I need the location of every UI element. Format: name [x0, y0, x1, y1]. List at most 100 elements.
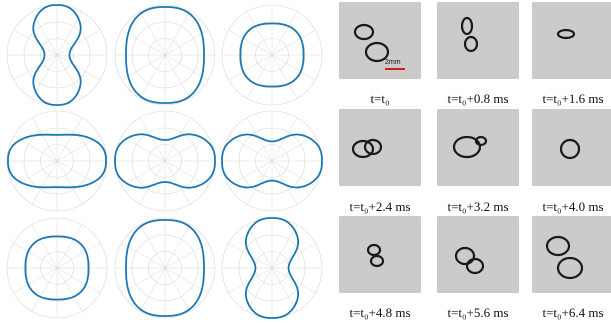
polar-grid-spoke: [271, 160, 316, 187]
polar-grid-spoke: [164, 11, 191, 56]
bubble: [351, 139, 375, 159]
time-caption: t=t₀: [370, 91, 390, 106]
polar-grid-spoke: [271, 160, 298, 205]
polar-grid-spoke: [56, 54, 101, 81]
polar-grid-spoke: [164, 267, 191, 312]
polar-grid-spoke: [31, 224, 58, 269]
polar-grid-spoke: [271, 267, 298, 312]
polar-shape-curve: [32, 4, 82, 106]
polar-grid-spoke: [246, 11, 273, 56]
polar-grid-spoke: [228, 29, 273, 56]
polar-grid-spoke: [164, 117, 191, 162]
polar-grid-spoke: [246, 117, 273, 162]
scale-bar-label: 2mm: [385, 59, 401, 66]
time-caption: t=t₀+4.0 ms: [542, 199, 604, 214]
polar-grid-spoke: [13, 267, 58, 294]
polar-grid-spoke: [246, 224, 273, 269]
bubble-photo: [437, 109, 519, 186]
bubble: [545, 235, 571, 257]
polar-grid-spoke: [13, 54, 58, 81]
polar-grid-spoke: [271, 135, 316, 162]
bubble: [366, 243, 382, 257]
polar-grid-spoke: [271, 54, 298, 99]
bubble-photo: [532, 216, 611, 293]
polar-plot: [6, 110, 108, 212]
bubble-photo: [532, 2, 611, 79]
bubble: [369, 254, 385, 268]
polar-grid-spoke: [139, 224, 166, 269]
time-caption: t=t₀+2.4 ms: [349, 199, 411, 214]
polar-shape-curve: [7, 133, 107, 189]
polar-plot: [114, 217, 216, 319]
bubble: [463, 35, 479, 53]
polar-grid-spoke: [31, 117, 58, 162]
polar-grid-spoke: [271, 11, 298, 56]
polar-grid-spoke: [121, 160, 166, 187]
polar-grid-spoke: [31, 267, 58, 312]
bubble: [454, 246, 476, 266]
polar-plot: [6, 217, 108, 319]
polar-plot: [6, 4, 108, 106]
polar-grid-spoke: [228, 54, 273, 81]
polar-plot: [221, 4, 323, 106]
polar-plot: [114, 4, 216, 106]
bubble: [363, 138, 383, 156]
bubble: [364, 41, 390, 63]
bubble: [353, 23, 375, 41]
polar-grid-spoke: [164, 54, 191, 99]
polar-grid-spoke: [121, 135, 166, 162]
polar-shape-curve: [24, 235, 90, 301]
polar-grid-spoke: [271, 224, 298, 269]
polar-grid-spoke: [139, 11, 166, 56]
polar-grid-spoke: [56, 29, 101, 56]
polar-plot: [221, 110, 323, 212]
time-caption: t=t₀+0.8 ms: [447, 91, 509, 106]
polar-grid-spoke: [246, 267, 273, 312]
time-caption: t=t₀+3.2 ms: [447, 199, 509, 214]
time-caption: t=t₀+5.6 ms: [447, 305, 509, 320]
bubble: [452, 135, 482, 159]
polar-grid-spoke: [56, 117, 83, 162]
polar-grid-spoke: [271, 54, 316, 81]
polar-plot: [114, 110, 216, 212]
bubble: [465, 257, 485, 275]
polar-grid-spoke: [246, 160, 273, 205]
polar-grid-spoke: [164, 135, 209, 162]
polar-shape-curve: [244, 217, 300, 319]
polar-grid-spoke: [56, 267, 101, 294]
time-caption: t=t₀+6.4 ms: [542, 305, 604, 320]
bubble-photo: 2mm: [339, 2, 421, 79]
polar-grid-spoke: [164, 160, 191, 205]
bubble-photo: [437, 216, 519, 293]
polar-grid-spoke: [271, 117, 298, 162]
bubble: [559, 138, 581, 160]
polar-grid-spoke: [56, 242, 101, 269]
bubble: [556, 28, 576, 40]
polar-grid-spoke: [271, 29, 316, 56]
time-caption: t=t₀+4.8 ms: [349, 305, 411, 320]
polar-shape-curve: [239, 22, 305, 88]
polar-grid-spoke: [164, 160, 209, 187]
polar-grid-spoke: [13, 29, 58, 56]
polar-grid-spoke: [228, 135, 273, 162]
bubble: [474, 135, 488, 147]
polar-plot-grid: [6, 4, 323, 319]
polar-grid-spoke: [139, 54, 166, 99]
polar-grid-spoke: [139, 160, 166, 205]
polar-shape-curve: [125, 219, 205, 317]
polar-grid-spoke: [56, 160, 83, 205]
polar-shape-curve: [125, 6, 205, 104]
polar-grid-spoke: [13, 242, 58, 269]
polar-shape-curve: [114, 133, 216, 189]
polar-grid-spoke: [228, 160, 273, 187]
time-caption: t=t₀+1.6 ms: [542, 91, 604, 106]
polar-grid-spoke: [31, 160, 58, 205]
polar-plot: [221, 217, 323, 319]
polar-grid-spoke: [139, 117, 166, 162]
bubble-photo: [339, 109, 421, 186]
polar-grid-spoke: [164, 224, 191, 269]
polar-grid-spoke: [56, 224, 83, 269]
scale-bar: [385, 68, 405, 70]
bubble: [460, 16, 474, 36]
polar-grid-spoke: [56, 267, 83, 312]
